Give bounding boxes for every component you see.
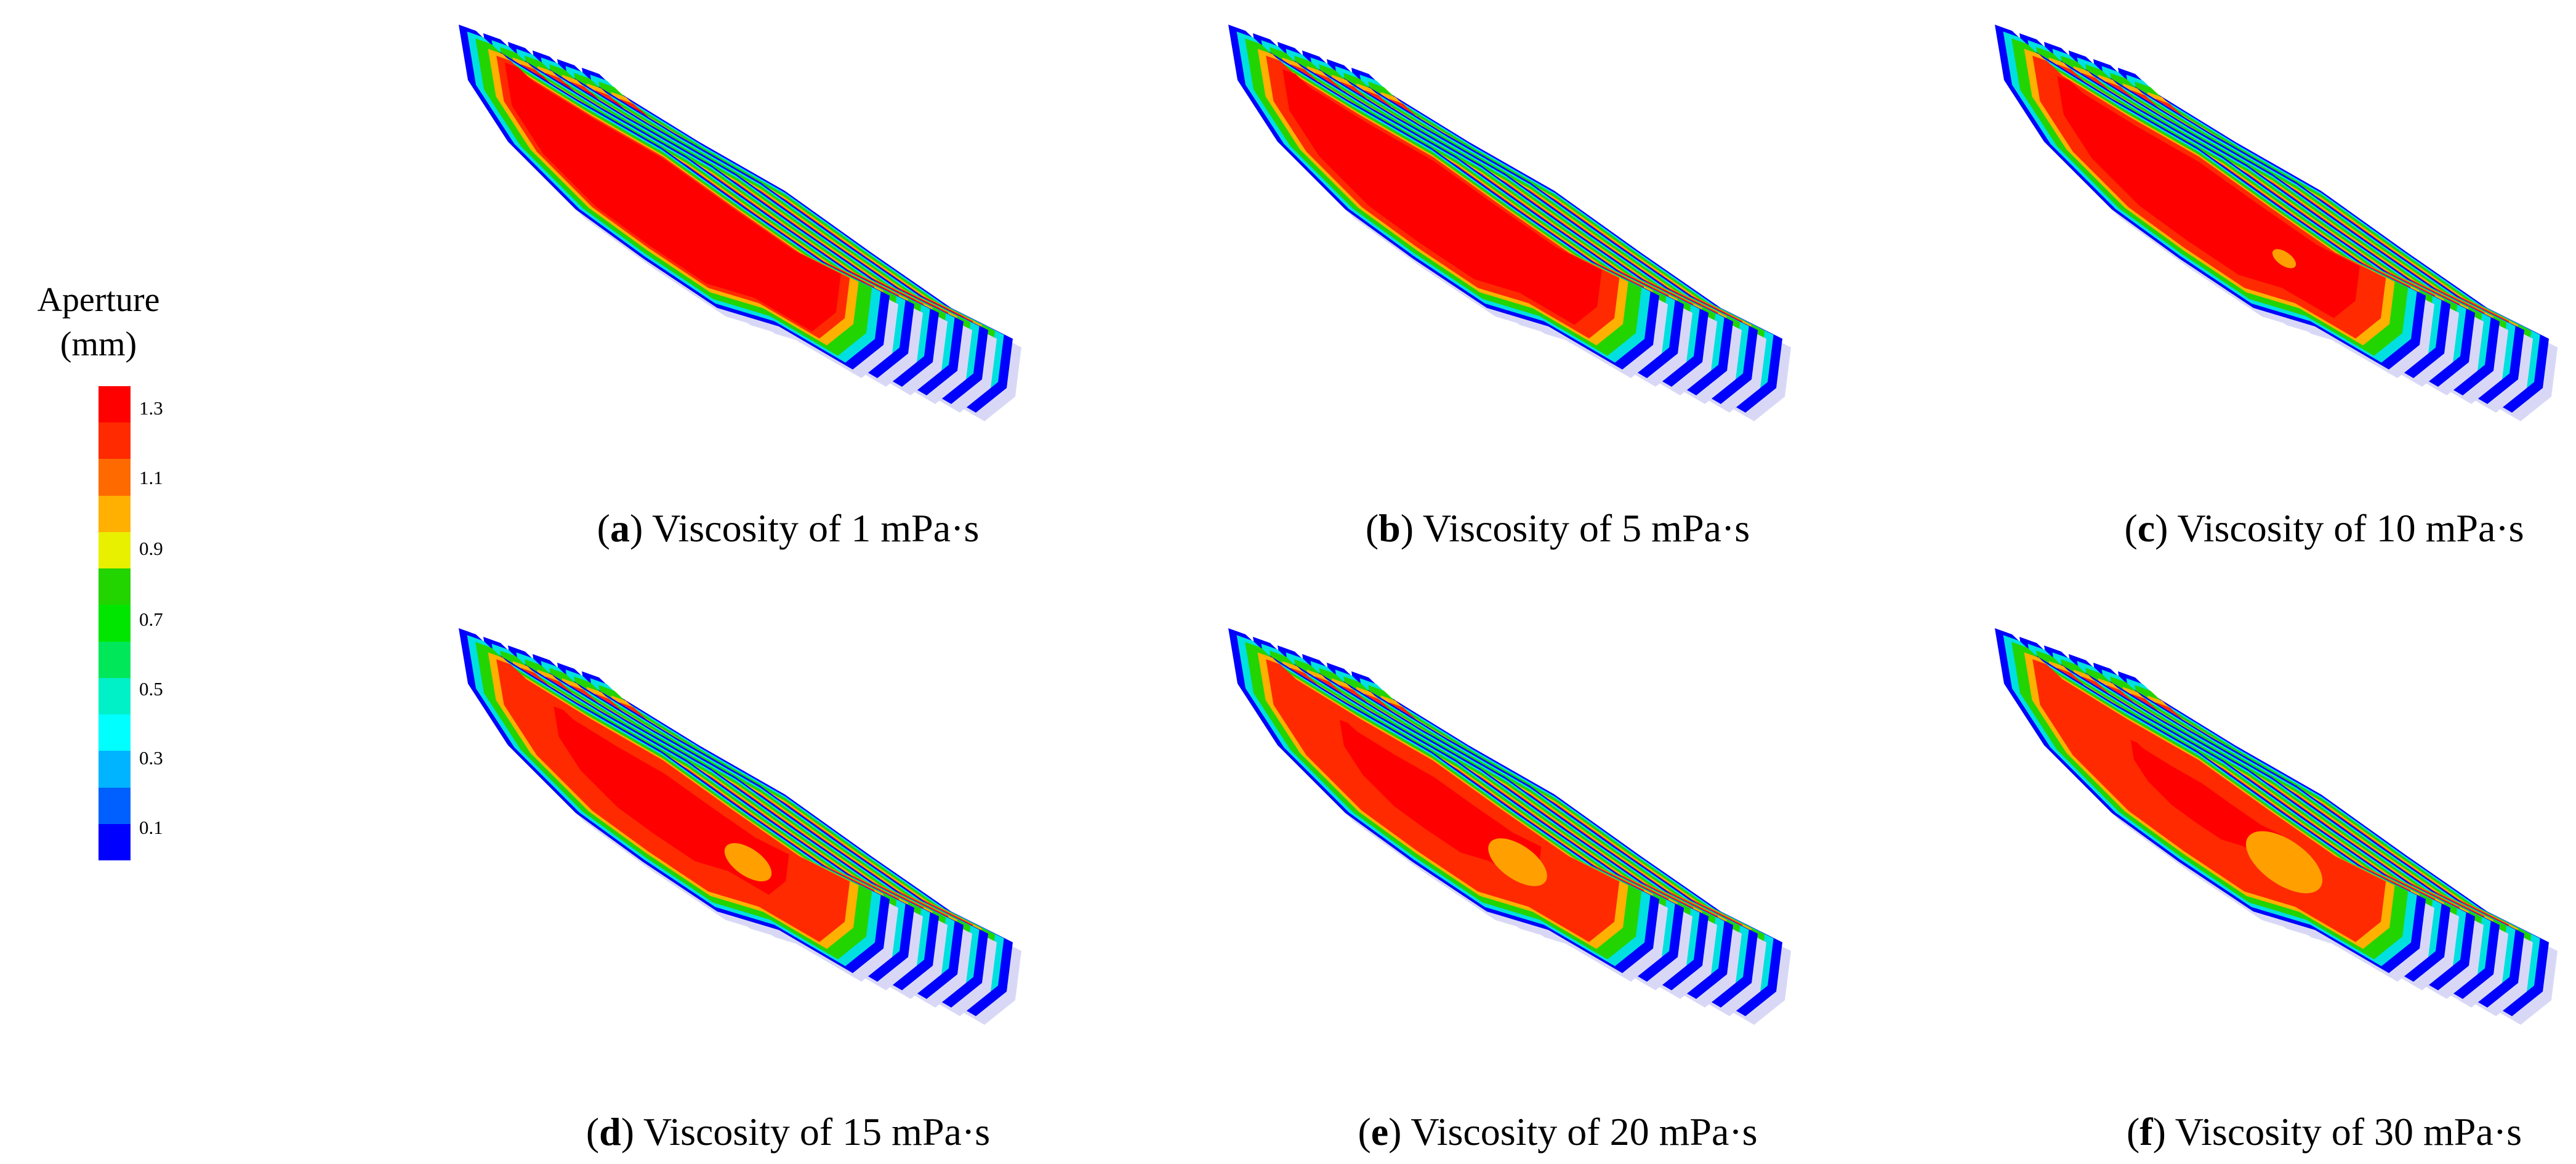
panel-letter: b (1379, 506, 1401, 550)
panel-letter: f (2139, 1110, 2153, 1154)
colorbar-segment (99, 568, 131, 605)
fracture-aperture-plot (1228, 25, 1791, 421)
colorbar-segment (99, 823, 131, 861)
colorbar-segment (99, 386, 131, 423)
aperture-low-zone (2245, 831, 2323, 894)
panel-caption: (a) Viscosity of 1 mPa·s (597, 506, 980, 550)
colorbar-tick-label: 0.3 (139, 747, 163, 769)
panel-caption: (b) Viscosity of 5 mPa·s (1365, 506, 1750, 550)
panel-letter: c (2137, 506, 2155, 550)
fracture-slab (1228, 628, 1668, 982)
panel-caption: (d) Viscosity of 15 mPa·s (586, 1110, 991, 1154)
aperture-legend: Aperture (mm) 1.3 1.1 0.9 0.7 0.5 0.3 0.1 (12, 280, 209, 871)
fracture-aperture-plot (459, 25, 1021, 421)
aperture-core (504, 62, 841, 332)
aperture-core (1282, 69, 1602, 325)
colorbar-segment (99, 641, 131, 678)
legend-unit: (mm) (60, 325, 137, 363)
colorbar-segment (99, 605, 131, 642)
legend-title: Aperture (37, 281, 160, 319)
panel-caption-text: Viscosity of 30 mPa·s (2165, 1110, 2522, 1154)
aperture-core (1339, 719, 1542, 882)
panel-caption-text: Viscosity of 20 mPa·s (1401, 1110, 1758, 1154)
colorbar (99, 386, 131, 861)
fracture-slab (1995, 628, 2434, 982)
aperture-low-zone (724, 843, 772, 882)
panel-caption-text: Viscosity of 15 mPa·s (634, 1110, 991, 1154)
panel-caption: (c) Viscosity of 10 mPa·s (2124, 506, 2524, 550)
colorbar-segment (99, 751, 131, 788)
panel-caption-text: Viscosity of 5 mPa·s (1414, 506, 1750, 550)
panel-e: (e) Viscosity of 20 mPa·s (1173, 622, 1942, 1164)
panel-a: (a) Viscosity of 1 mPa·s (403, 18, 1173, 560)
colorbar-segment (99, 787, 131, 824)
fracture-aperture-plot (1228, 628, 1791, 1025)
colorbar-segment (99, 531, 131, 569)
colorbar-tick-label: 1.3 (139, 397, 163, 419)
colorbar-tick-label: 0.5 (139, 678, 163, 700)
colorbar-segment (99, 422, 131, 459)
colorbar-tick-label: 0.9 (139, 538, 163, 559)
fracture-slab (1995, 25, 2434, 378)
panel-f: (f) Viscosity of 30 mPa·s (1939, 622, 2576, 1164)
colorbar-segment (99, 459, 131, 496)
fracture-aperture-plot (459, 628, 1021, 1025)
panel-caption: (e) Viscosity of 20 mPa·s (1358, 1110, 1758, 1154)
fracture-aperture-plot (1995, 25, 2558, 421)
colorbar-tick-label: 0.7 (139, 608, 163, 630)
colorbar-segment (99, 714, 131, 751)
colorbar-segment (99, 495, 131, 532)
panel-d: (d) Viscosity of 15 mPa·s (403, 622, 1173, 1164)
fracture-aperture-plot (1995, 628, 2558, 1025)
panel-b: (b) Viscosity of 5 mPa·s (1173, 18, 1942, 560)
colorbar-tick-label: 1.1 (139, 467, 163, 488)
aperture-low-zone (1488, 838, 1547, 886)
fracture-slab (459, 25, 898, 378)
aperture-core (2130, 740, 2282, 862)
panel-caption: (f) Viscosity of 30 mPa·s (2126, 1110, 2522, 1154)
panel-letter: d (599, 1110, 621, 1154)
aperture-low-zone (2272, 249, 2296, 269)
panel-letter: a (610, 506, 630, 550)
fracture-slab (1228, 25, 1668, 378)
panel-caption-text: Viscosity of 1 mPa·s (643, 506, 980, 550)
panel-caption-text: Viscosity of 10 mPa·s (2168, 506, 2524, 550)
colorbar-tick-label: 0.1 (139, 817, 163, 838)
fracture-slab (459, 628, 898, 982)
colorbar-segment (99, 677, 131, 715)
panel-c: (c) Viscosity of 10 mPa·s (1939, 18, 2576, 560)
panel-letter: e (1371, 1110, 1389, 1154)
